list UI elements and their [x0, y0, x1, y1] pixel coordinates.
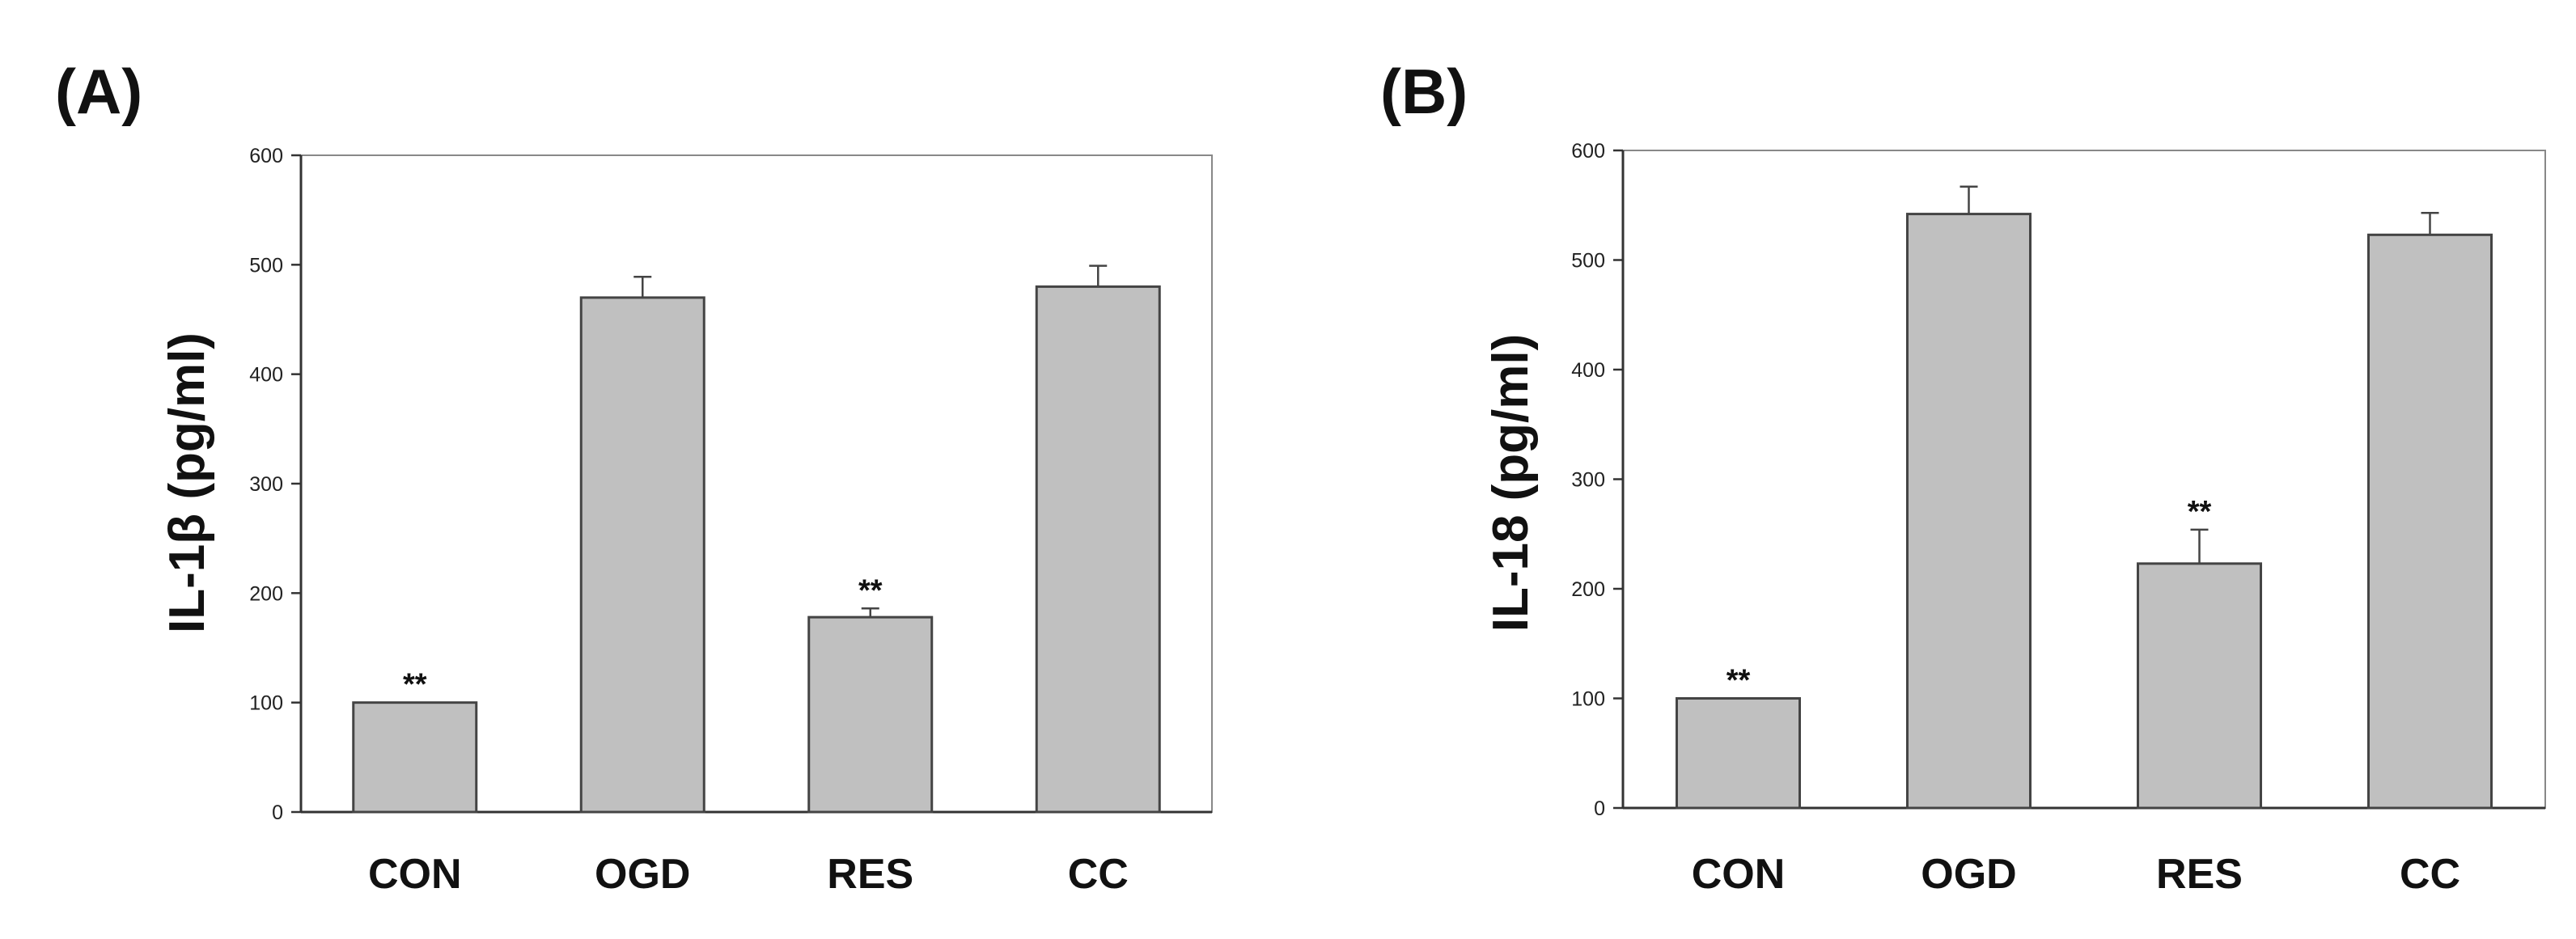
panel-b-y-tick-label: 500 [1571, 250, 1605, 273]
panel-b-y-tick-label: 200 [1571, 578, 1605, 601]
panel-a-category-label-res: RES [827, 851, 913, 898]
panel-b-y-tick-label: 300 [1571, 469, 1605, 492]
panel-a-category-labels: CON OGD RES CC [368, 851, 1129, 898]
panel-b-bar-cc [2367, 233, 2493, 810]
panel-b: (B) IL-18 (pg/ml) 0 100 200 300 400 500 600 **… [1380, 56, 2546, 898]
panel-b-bar-res [2137, 562, 2262, 810]
panel-b-y-axis-title: IL-18 (pg/ml) [1483, 334, 1539, 632]
panel-b-category-label-con: CON [1692, 851, 1786, 898]
panel-a-y-tick-label: 0 [272, 802, 283, 824]
panel-a-significance-res: ** [858, 573, 883, 607]
panel-a-bar-con [352, 701, 478, 814]
panel-b-category-label-res: RES [2156, 851, 2243, 898]
panel-a-y-tick-label: 100 [249, 692, 283, 715]
panel-a-bar-res [807, 615, 934, 814]
panel-a-category-label-cc: CC [1068, 851, 1129, 898]
panel-b-y-tick-label: 100 [1571, 688, 1605, 711]
panel-a-y-ticks: 0 100 200 300 400 500 600 [249, 145, 301, 824]
panel-a-bar-ogd [579, 296, 705, 814]
panel-a-label: (A) [55, 56, 142, 127]
panel-a-y-tick-label: 600 [249, 145, 283, 167]
panel-b-y-ticks: 0 100 200 300 400 500 600 [1571, 140, 1623, 820]
panel-b-bars: ** ** [1676, 185, 2493, 810]
panel-b-significance-con: ** [1727, 664, 1751, 698]
panel-b-category-label-ogd: OGD [1921, 851, 2016, 898]
panel-b-label: (B) [1380, 56, 1468, 127]
panel-a: (A) IL-1β (pg/ml) 0 100 200 300 400 500 600 **… [55, 56, 1213, 898]
panel-a-y-tick-label: 300 [249, 473, 283, 496]
panel-a-bar-cc [1035, 285, 1161, 814]
panel-b-bar-con [1676, 697, 1801, 810]
panel-b-y-tick-label: 400 [1571, 359, 1605, 382]
panel-a-y-tick-label: 500 [249, 254, 283, 277]
panel-b-bar-ogd [1906, 213, 2032, 810]
panel-a-category-label-ogd: OGD [595, 851, 690, 898]
panel-a-y-tick-label: 200 [249, 582, 283, 605]
panel-a-significance-con: ** [403, 668, 427, 702]
panel-b-y-tick-label: 600 [1571, 140, 1605, 163]
panel-b-category-label-cc: CC [2400, 851, 2460, 898]
panel-a-category-label-con: CON [368, 851, 462, 898]
panel-a-bars: ** ** [352, 264, 1161, 814]
panel-a-y-tick-label: 400 [249, 364, 283, 387]
panel-a-y-axis-title: IL-1β (pg/ml) [159, 332, 215, 633]
panel-b-category-labels: CON OGD RES CC [1692, 851, 2460, 898]
panel-b-y-tick-label: 0 [1594, 797, 1605, 820]
panel-b-significance-res: ** [2188, 495, 2212, 529]
